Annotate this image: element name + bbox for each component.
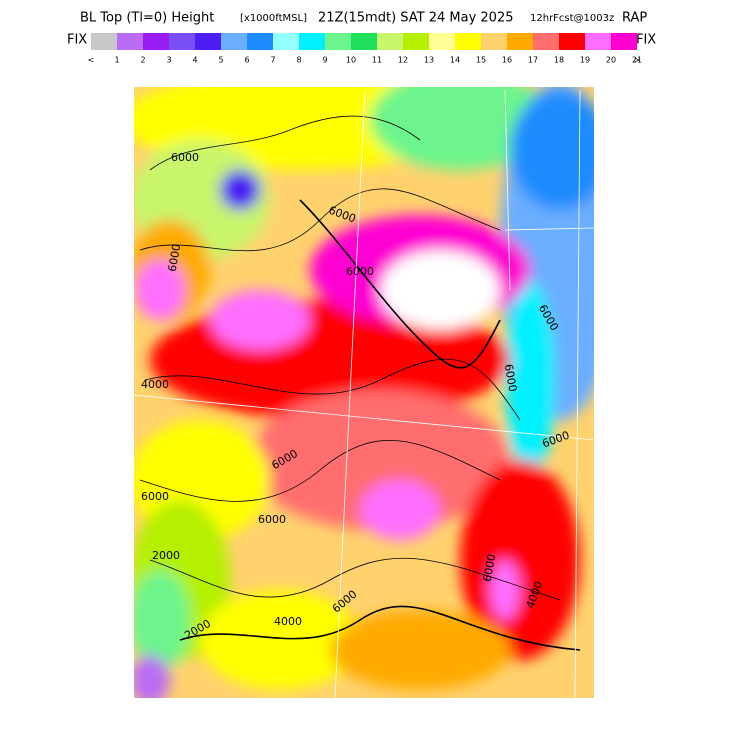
legend-tick: 21 [632, 56, 642, 65]
units: [x1000ftMSL] [240, 13, 307, 24]
title: BL Top (Tl=0) Height [80, 11, 214, 26]
legend-right: FIX [636, 33, 656, 48]
legend-swatch [143, 33, 169, 50]
legend-swatch [403, 33, 429, 50]
legend-tick: 5 [218, 56, 223, 65]
legend-swatch [455, 33, 481, 50]
legend-swatch [169, 33, 195, 50]
legend-tick: 20 [606, 56, 616, 65]
contour-label: 6000 [346, 265, 374, 278]
legend-tick: 19 [580, 56, 590, 65]
legend-swatch [429, 33, 455, 50]
legend-tick: 8 [296, 56, 301, 65]
legend-swatch [299, 33, 325, 50]
legend-tick: 9 [322, 56, 327, 65]
model: RAP [622, 11, 647, 26]
legend-tick: 14 [450, 56, 460, 65]
legend-tick: 11 [372, 56, 382, 65]
legend-tick: 18 [554, 56, 564, 65]
contour-label: 6000 [258, 513, 286, 526]
legend-tick: 15 [476, 56, 486, 65]
forecast: 12hrFcst@1003z [530, 13, 614, 24]
legend-swatch [377, 33, 403, 50]
valid-time: 21Z(15mdt) SAT 24 May 2025 [318, 11, 514, 26]
legend-tick: 10 [346, 56, 356, 65]
legend-swatch [117, 33, 143, 50]
contour-label: 2000 [152, 549, 180, 562]
legend-left: FIX [67, 33, 87, 48]
legend-tick: 7 [270, 56, 275, 65]
legend-swatch [91, 33, 117, 50]
legend-tick: 13 [424, 56, 434, 65]
legend-over: > [634, 56, 641, 65]
legend-swatch [611, 33, 637, 50]
legend-tick: 4 [192, 56, 197, 65]
legend-swatch [273, 33, 299, 50]
legend-swatch [221, 33, 247, 50]
map: 6000600060006000400060006000600020002000… [134, 87, 594, 698]
contour-label: 6000 [141, 490, 169, 503]
legend-swatch [507, 33, 533, 50]
legend-tick: 2 [140, 56, 145, 65]
legend-tick: 1 [114, 56, 119, 65]
legend-swatch [559, 33, 585, 50]
contour-label: 4000 [141, 378, 169, 391]
legend-swatch [481, 33, 507, 50]
legend-swatch [351, 33, 377, 50]
contour-label: 6000 [166, 243, 184, 273]
contour-label: 6000 [171, 151, 199, 164]
legend-tick: 3 [166, 56, 171, 65]
legend-swatch [247, 33, 273, 50]
legend-tick: 17 [528, 56, 538, 65]
legend: 1 2 3 4 5 6 7 8 9 10 11 12 13 14 15 16 17 18 19 20 21< > [88, 33, 642, 65]
legend-swatch [325, 33, 351, 50]
legend-under: < [88, 56, 95, 65]
contour-label: 6000 [481, 553, 499, 583]
legend-tick: 16 [502, 56, 512, 65]
contour-label: 6000 [502, 363, 520, 393]
legend-swatch [533, 33, 559, 50]
contour-label: 4000 [274, 615, 302, 628]
legend-swatch [585, 33, 611, 50]
legend-swatch [195, 33, 221, 50]
legend-tick: 12 [398, 56, 408, 65]
legend-tick: 6 [244, 56, 249, 65]
